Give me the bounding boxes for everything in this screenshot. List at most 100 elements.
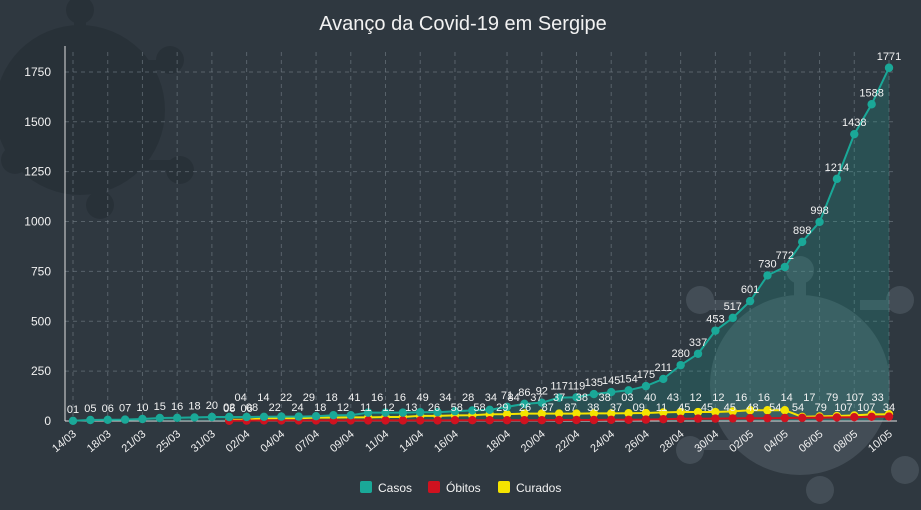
overlap-data-label: 26 — [519, 402, 531, 414]
legend: Casos Óbitos Curados — [360, 480, 561, 495]
point-óbitos — [659, 415, 668, 424]
point-óbitos — [780, 413, 790, 423]
x-tick-label: 04/04 — [258, 428, 287, 455]
overlap-data-label: 87 — [564, 402, 576, 414]
overlap-data-label: 14 — [257, 392, 269, 404]
point-casos — [884, 63, 894, 72]
overlap-data-label: 12 — [337, 402, 349, 414]
point-curados — [520, 409, 529, 418]
data-label: 1588 — [859, 87, 883, 99]
x-tick-label: 25/03 — [154, 428, 183, 455]
point-casos — [433, 408, 442, 417]
overlap-data-label: 29 — [496, 402, 508, 414]
overlap-data-label: 87 — [542, 402, 554, 414]
overlap-data-label: 29 — [303, 392, 315, 404]
point-casos — [867, 100, 876, 109]
overlap-data-label: 09 — [633, 402, 645, 414]
data-label: 337 — [689, 337, 707, 349]
data-label: 1771 — [877, 51, 901, 63]
overlap-data-label: 12 — [712, 392, 724, 404]
point-curados — [554, 409, 564, 418]
legend-swatch-curados — [498, 481, 510, 493]
point-óbitos — [607, 415, 616, 425]
virus-decoration-icon — [0, 0, 194, 219]
point-casos — [450, 407, 460, 416]
data-label: 175 — [637, 369, 655, 381]
overlap-data-label: 13 — [405, 402, 417, 414]
data-label: 06 — [240, 403, 252, 415]
data-label: 05 — [84, 403, 96, 415]
overlap-data-label: 18 — [314, 402, 326, 414]
overlap-data-label: 37 — [530, 392, 542, 404]
point-casos — [589, 389, 599, 399]
point-óbitos — [520, 416, 529, 425]
x-tick-label: 22/04 — [554, 428, 583, 455]
point-curados — [780, 406, 790, 415]
point-casos — [294, 412, 303, 421]
point-óbitos — [867, 412, 876, 422]
legend-swatch-obitos — [428, 481, 440, 493]
x-tick-label: 20/04 — [519, 428, 548, 455]
x-tick-label: 14/03 — [50, 428, 79, 455]
point-óbitos — [468, 416, 477, 425]
point-casos — [693, 349, 703, 358]
overlap-data-label: 45 — [678, 402, 690, 414]
overlap-data-label: 40 — [644, 392, 656, 404]
data-label: 453 — [706, 314, 724, 326]
point-casos — [259, 412, 269, 422]
data-label: 211 — [655, 362, 673, 374]
point-óbitos — [398, 416, 408, 425]
overlap-data-label: 14 — [781, 392, 793, 404]
point-casos — [398, 408, 408, 417]
x-tick-label: 16/04 — [432, 428, 461, 455]
overlap-data-label: 37 — [553, 392, 565, 404]
data-label: 16 — [171, 401, 183, 413]
point-óbitos — [711, 414, 720, 423]
point-curados — [537, 409, 546, 418]
point-curados — [763, 406, 772, 415]
point-óbitos — [624, 415, 633, 425]
legend-swatch-casos — [360, 481, 372, 493]
data-label: 998 — [810, 205, 828, 217]
point-casos — [86, 415, 95, 425]
point-casos — [120, 415, 130, 424]
data-label: 135 — [585, 377, 603, 389]
point-óbitos — [416, 416, 425, 425]
point-óbitos — [537, 416, 546, 425]
point-óbitos — [450, 416, 460, 425]
overlap-data-label: 22 — [269, 402, 281, 414]
data-label: 280 — [671, 348, 689, 360]
overlap-data-label: 79 — [815, 402, 827, 414]
legend-item-curados[interactable]: Curados — [498, 481, 561, 495]
overlap-data-label: 12 — [690, 392, 702, 404]
overlap-data-label: 34 — [439, 392, 451, 404]
data-label: 92 — [536, 386, 548, 398]
overlap-data-label: 107 — [857, 402, 875, 414]
overlap-data-label: 45 — [724, 402, 736, 414]
overlap-data-label: 49 — [417, 392, 429, 404]
point-casos — [190, 413, 199, 422]
data-label: 154 — [619, 373, 637, 385]
point-óbitos — [832, 413, 842, 422]
chart-title: Avanço da Covid-19 em Sergipe — [319, 13, 607, 35]
point-óbitos — [763, 414, 772, 423]
point-óbitos — [728, 414, 737, 423]
x-tick-label: 14/04 — [397, 428, 426, 455]
point-curados — [676, 407, 685, 417]
point-curados — [728, 407, 737, 416]
overlap-data-label: 33 — [872, 392, 884, 404]
point-casos — [815, 217, 824, 227]
point-casos — [607, 387, 616, 397]
legend-item-obitos[interactable]: Óbitos — [428, 480, 481, 495]
point-óbitos — [884, 412, 894, 421]
point-casos — [277, 412, 286, 421]
point-curados — [693, 407, 703, 417]
data-label: 18 — [188, 400, 200, 412]
x-tick-label: 18/03 — [85, 428, 114, 455]
legend-item-casos[interactable]: Casos — [360, 481, 412, 495]
overlap-data-label: 17 — [803, 392, 815, 404]
overlap-data-label: 34 — [485, 392, 497, 404]
point-curados — [624, 409, 633, 418]
overlap-data-label: 54 — [769, 402, 781, 414]
data-label: 119 — [568, 380, 586, 392]
